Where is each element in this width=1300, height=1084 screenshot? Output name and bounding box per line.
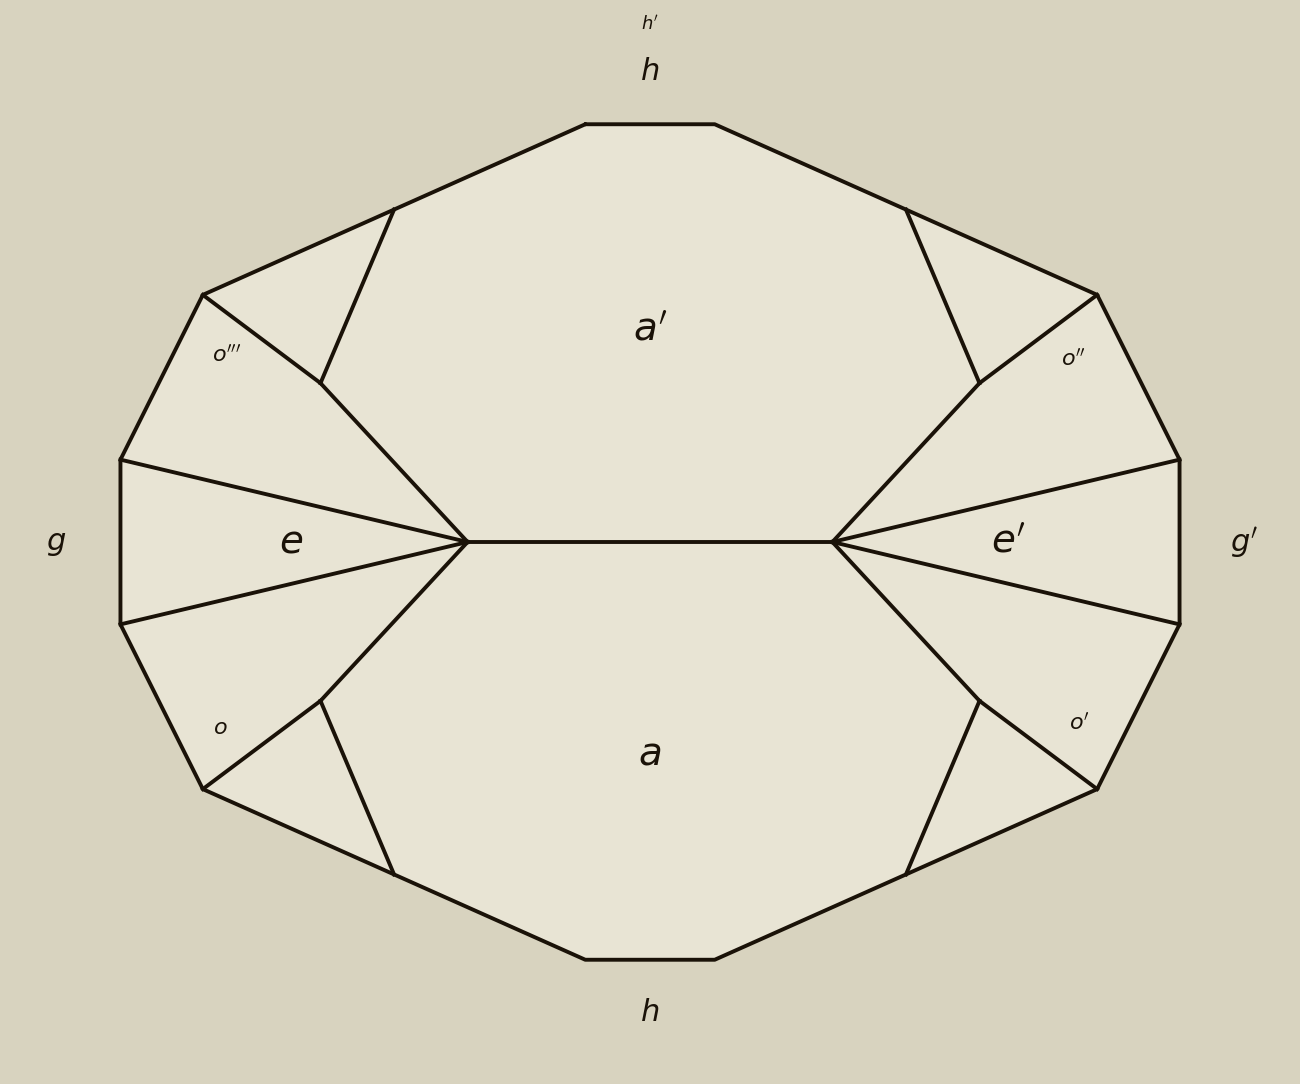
Text: $h$: $h$ [641,55,659,87]
Text: $e$: $e$ [280,524,303,560]
Text: $e'$: $e'$ [992,524,1027,560]
Text: $o$: $o$ [213,717,228,739]
Text: $o'$: $o'$ [1069,713,1089,735]
Text: $h$: $h$ [641,997,659,1029]
Text: $a'$: $a'$ [633,312,667,349]
Text: $g$: $g$ [46,527,66,557]
Text: $o'''$: $o'''$ [212,345,240,367]
Text: $o''$: $o''$ [1061,349,1086,371]
Text: $h'$: $h'$ [641,15,659,34]
Text: $a$: $a$ [638,735,662,772]
Polygon shape [121,125,1179,959]
Text: $g'$: $g'$ [1230,525,1258,559]
